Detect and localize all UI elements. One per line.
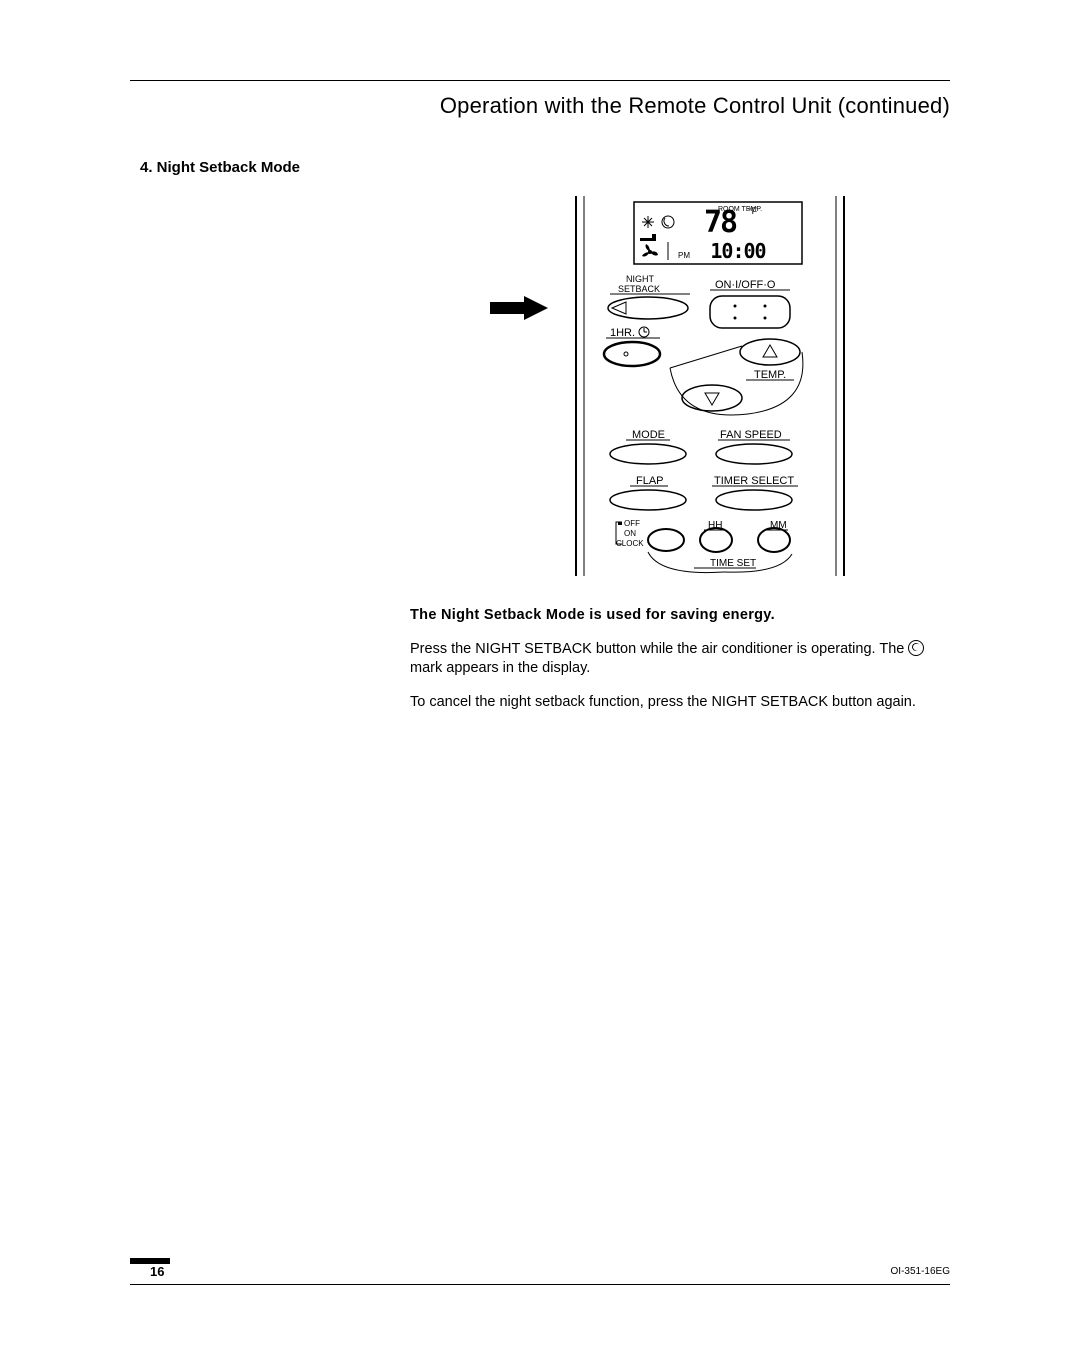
remote-illustration: ROOM TEMP. 78 °F — [130, 196, 950, 576]
snowflake-icon — [642, 216, 654, 228]
doc-code: OI-351-16EG — [891, 1266, 950, 1277]
body-text: The Night Setback Mode is used for savin… — [410, 606, 940, 712]
on-label: ON — [624, 529, 636, 538]
paragraph-3: To cancel the night setback function, pr… — [410, 693, 940, 713]
off-label: OFF — [624, 519, 640, 528]
temp-value: 78 — [704, 205, 737, 240]
page-footer: 16 OI-351-16EG — [130, 1258, 950, 1290]
temp-down-button — [682, 385, 742, 411]
timer-select-label: TIMER SELECT — [714, 475, 794, 487]
temp-label: TEMP. — [754, 369, 786, 381]
fan-icon — [642, 244, 658, 257]
on-off-button — [710, 296, 790, 328]
mode-button — [610, 444, 686, 464]
temp-unit: °F — [748, 206, 758, 216]
temp-up-button — [740, 339, 800, 365]
flap-button — [610, 490, 686, 510]
section-title: Operation with the Remote Control Unit (… — [130, 93, 950, 119]
timer-select-button — [716, 490, 792, 510]
subsection-heading: 4. Night Setback Mode — [140, 159, 950, 176]
moon-icon — [908, 640, 924, 656]
paragraph-1: The Night Setback Mode is used for savin… — [410, 606, 940, 626]
mode-label: MODE — [632, 429, 665, 441]
on-off-label: ON·I/OFF·O — [715, 279, 776, 291]
time-set-label: TIME SET — [710, 558, 756, 569]
setback-label: SETBACK — [618, 284, 660, 294]
paragraph-2: Press the NIGHT SETBACK button while the… — [410, 640, 940, 679]
time-value: 10:00 — [710, 239, 765, 263]
flap-label: FLAP — [636, 475, 664, 487]
onehr-label: 1HR. — [610, 327, 635, 339]
onehr-button — [604, 342, 660, 366]
horizontal-rule — [130, 80, 950, 81]
night-label: NIGHT — [626, 274, 655, 284]
hh-button — [700, 528, 732, 552]
fan-speed-label: FAN SPEED — [720, 429, 782, 441]
fan-speed-button — [716, 444, 792, 464]
page-number: 16 — [150, 1264, 164, 1279]
pm-label: PM — [678, 251, 690, 260]
pointer-arrow-icon — [490, 296, 550, 324]
timeset-slide-button — [648, 529, 684, 551]
mm-button — [758, 528, 790, 552]
remote-control-drawing: ROOM TEMP. 78 °F — [570, 196, 850, 581]
night-setback-button — [608, 297, 688, 319]
